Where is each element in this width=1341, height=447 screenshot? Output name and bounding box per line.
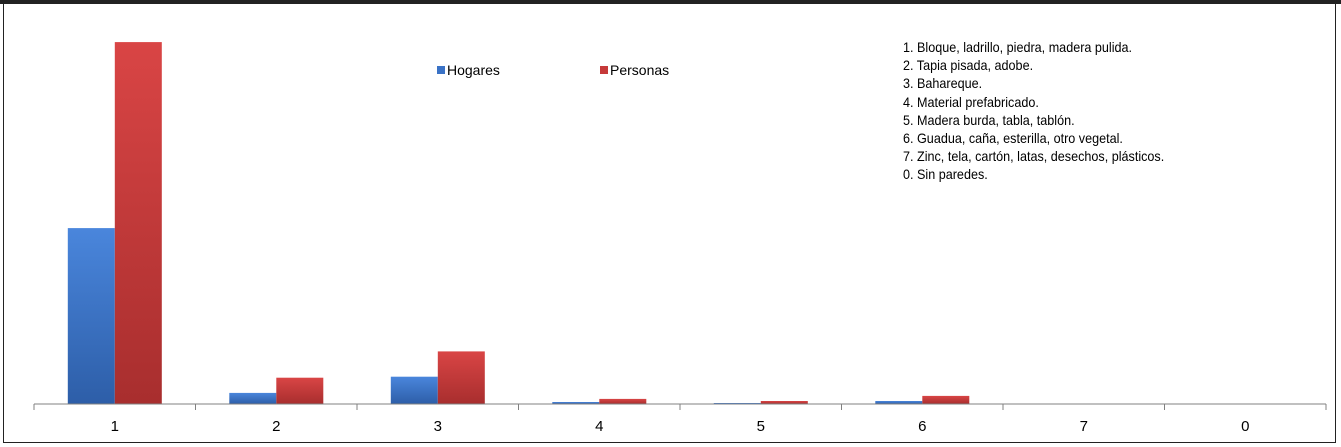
x-tick-label: 7: [1080, 418, 1088, 435]
bars-group: [67, 42, 970, 404]
bar-personas-3: [437, 351, 485, 404]
bar-hogares-1: [67, 228, 115, 404]
x-tick-label: 5: [757, 418, 765, 435]
x-tick-label: 2: [272, 418, 280, 435]
x-tick-label: 1: [111, 418, 119, 435]
bar-personas-6: [922, 395, 970, 404]
note-item: 1. Bloque, ladrillo, piedra, madera puli…: [903, 39, 1133, 55]
x-axis: 1 2 3 4 5 6 7 0: [33, 403, 1327, 435]
chart-frame: [3, 3, 1336, 443]
note-item: 2. Tapia pisada, adobe.: [903, 57, 1034, 74]
category-notes: 1. Bloque, ladrillo, piedra, madera puli…: [903, 38, 1164, 184]
x-tick-label: 4: [595, 418, 603, 435]
top-border: [0, 0, 1341, 4]
x-tick-label: 0: [1241, 418, 1249, 435]
legend-label-personas: Personas: [610, 62, 669, 78]
legend-swatch-personas: [600, 66, 608, 74]
note-item: 6. Guadua, caña, esterilla, otro vegetal…: [903, 130, 1123, 147]
legend: Hogares Personas: [437, 62, 669, 78]
legend-swatch-hogares: [437, 66, 445, 74]
x-tick-label: 3: [434, 418, 442, 435]
bar-hogares-3: [390, 376, 438, 404]
bar-personas-1: [114, 42, 162, 404]
note-item: 4. Material prefabricado.: [903, 93, 1039, 110]
note-item: 7. Zinc, tela, cartón, latas, desechos, …: [903, 148, 1165, 165]
bar-hogares-4: [552, 402, 600, 404]
note-item: 0. Sin paredes.: [903, 166, 988, 183]
note-item: 3. Bahareque.: [903, 75, 983, 92]
note-item: 5. Madera burda, tabla, tablón.: [903, 111, 1075, 128]
bar-personas-2: [276, 377, 324, 404]
legend-label-hogares: Hogares: [447, 62, 500, 78]
bar-hogares-6: [875, 401, 923, 404]
bar-hogares-2: [229, 392, 277, 404]
bar-personas-5: [760, 401, 808, 404]
x-tick-label: 6: [918, 418, 926, 435]
bar-personas-4: [599, 398, 647, 404]
